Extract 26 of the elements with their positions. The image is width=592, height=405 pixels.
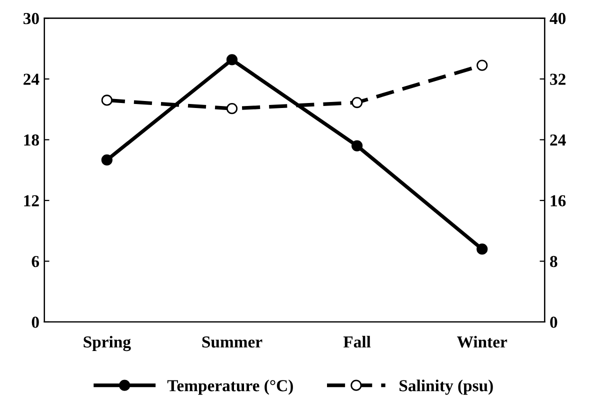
point [226,103,238,114]
legend-label: Temperature (°C) [167,380,293,395]
point [226,54,238,66]
y-tick-label: 12 [24,195,39,206]
point [476,244,488,255]
y2-tick-label: 16 [550,195,566,206]
point [476,60,488,71]
y2-tick-label: 8 [550,256,558,268]
y-tick-label: 30 [24,12,39,24]
y2-tick-label: 24 [550,134,566,146]
x-tick-label: Winter [457,336,508,348]
point [351,140,363,152]
y-tick-label: 18 [24,134,39,146]
x-tick-label: Summer [202,336,262,348]
point [101,94,112,106]
point [101,154,112,166]
point [351,96,363,108]
y-tick-label: 24 [24,74,40,85]
y-tick-label: 6 [32,256,40,268]
x-tick-label: Fall [343,336,371,348]
y2-tick-label: 32 [550,74,566,85]
legend-label: Salinity (psu) [400,380,493,395]
y-tick-label: 0 [32,316,39,328]
y2-tick-label: 40 [550,12,566,24]
y2-tick-label: 0 [550,316,558,328]
x-tick-label: Spring [84,336,131,352]
